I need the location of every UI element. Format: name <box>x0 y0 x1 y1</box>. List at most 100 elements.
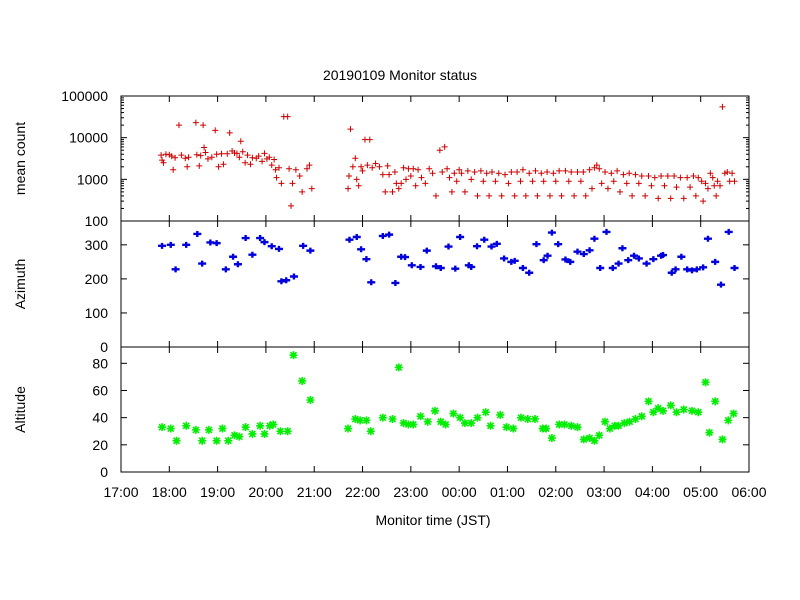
azimuth-point <box>416 263 425 270</box>
azimuth-point <box>451 265 460 272</box>
azimuth-point <box>699 264 708 271</box>
count-point <box>505 180 512 187</box>
altitude-point <box>366 427 375 436</box>
count-ytick-label: 100000 <box>61 88 108 104</box>
count-point <box>236 154 243 161</box>
azimuth-point <box>260 239 269 246</box>
count-point <box>208 154 215 161</box>
azimuth-point <box>436 264 445 271</box>
azimuth-point <box>579 251 588 258</box>
azimuth-point <box>554 241 563 248</box>
x-tick-label: 05:00 <box>683 484 718 500</box>
altitude-ytick-label: 60 <box>92 382 108 398</box>
altitude-point <box>718 435 727 444</box>
azimuth-point <box>608 264 617 271</box>
count-ytick-label: 1000 <box>77 171 108 187</box>
count-ytick-label: 100 <box>85 213 109 229</box>
altitude-point <box>595 431 604 440</box>
azimuth-point <box>431 263 440 270</box>
altitude-point <box>496 410 505 419</box>
altitude-point <box>172 436 181 445</box>
count-point <box>707 170 714 177</box>
azimuth-point <box>659 252 668 259</box>
azimuth-ytick-label: 100 <box>85 305 109 321</box>
count-point <box>249 154 256 161</box>
count-point <box>391 168 398 175</box>
count-point <box>345 185 352 192</box>
azimuth-point <box>345 236 354 243</box>
count-point <box>623 180 630 187</box>
altitude-point <box>351 415 360 424</box>
azimuth-point <box>487 243 496 250</box>
count-point <box>713 192 720 199</box>
altitude-point <box>248 429 257 438</box>
count-point <box>366 136 373 143</box>
count-point <box>461 188 468 195</box>
altitude-point <box>666 401 675 410</box>
x-tick-label: 00:00 <box>442 484 477 500</box>
altitude-point <box>659 406 668 415</box>
azimuth-point <box>282 277 291 284</box>
count-point <box>358 163 365 170</box>
azimuth-point <box>716 281 725 288</box>
count-point <box>534 192 541 199</box>
altitude-point <box>620 419 629 428</box>
count-point <box>562 167 569 174</box>
x-axis-label: Monitor time (JST) <box>375 512 490 528</box>
count-point <box>614 167 621 174</box>
count-point <box>352 155 359 162</box>
azimuth-point <box>198 260 207 267</box>
altitude-point <box>473 413 482 422</box>
count-point <box>196 162 203 169</box>
altitude-point <box>198 436 207 445</box>
azimuth-point <box>229 253 238 260</box>
altitude-point <box>542 424 551 433</box>
count-point <box>403 176 410 183</box>
altitude-point <box>235 432 244 441</box>
azimuth-point <box>212 240 221 247</box>
altitude-point <box>404 420 413 429</box>
azimuth-point <box>566 258 575 265</box>
altitude-point <box>298 376 307 385</box>
altitude-point <box>502 423 511 432</box>
count-point <box>519 166 526 173</box>
count-point <box>184 163 191 170</box>
count-point <box>458 170 465 177</box>
count-point <box>170 166 177 173</box>
azimuth-panel: 0 100 200 300 Azimuth <box>12 220 750 355</box>
count-point <box>202 149 209 156</box>
altitude-point <box>344 424 353 433</box>
x-tick-label: 21:00 <box>297 484 332 500</box>
altitude-point <box>158 423 167 432</box>
azimuth-point <box>525 269 534 276</box>
azimuth-point <box>543 252 552 259</box>
count-point <box>220 161 227 168</box>
count-point <box>690 173 697 180</box>
altitude-point <box>423 417 432 426</box>
count-point <box>436 147 443 154</box>
count-point <box>655 195 662 202</box>
azimuth-point <box>407 262 416 269</box>
count-point <box>704 185 711 192</box>
count-point <box>259 158 266 165</box>
azimuth-point <box>299 242 308 249</box>
azimuth-point <box>467 263 476 270</box>
azimuth-point <box>422 247 431 254</box>
azimuth-point <box>401 254 410 261</box>
altitude-point <box>644 397 653 406</box>
azimuth-point <box>539 257 548 264</box>
count-point <box>226 129 233 136</box>
altitude-point <box>672 408 681 417</box>
count-y-axis-label: mean count <box>12 122 28 195</box>
count-point <box>355 182 362 189</box>
count-point <box>224 150 231 157</box>
count-point <box>192 119 199 126</box>
azimuth-point <box>241 235 250 242</box>
altitude-point <box>729 409 738 418</box>
azimuth-y-axis-label: Azimuth <box>12 259 28 310</box>
x-tick-label: 18:00 <box>152 484 187 500</box>
altitude-point <box>256 421 265 430</box>
altitude-point <box>724 416 733 425</box>
count-point <box>160 159 167 166</box>
azimuth-point <box>362 256 371 263</box>
